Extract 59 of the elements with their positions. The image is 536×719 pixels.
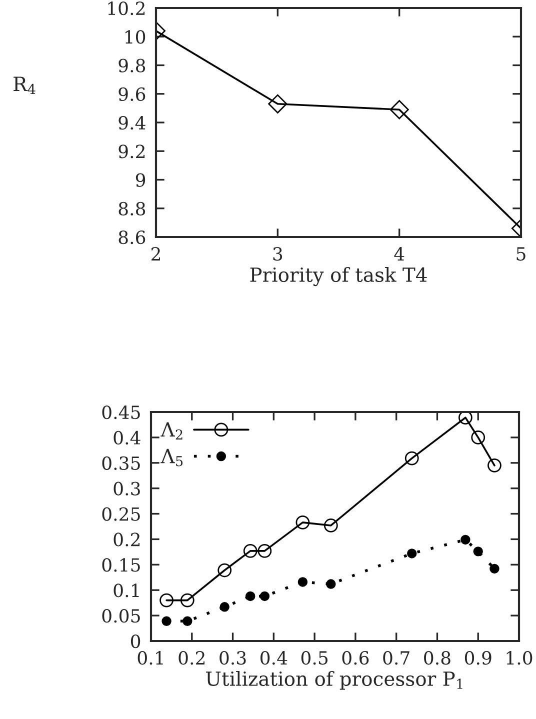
point (260, 591, 270, 602)
point (326, 579, 336, 589)
point (298, 577, 308, 587)
point (258, 544, 272, 558)
point (488, 458, 502, 472)
point (160, 593, 174, 608)
point (324, 518, 338, 532)
x-tick-label: 0.9 (464, 651, 492, 665)
point (473, 546, 483, 556)
point (220, 602, 230, 612)
y-axis-title: R$_{4}$ (14, 76, 36, 94)
point (404, 451, 419, 466)
x-axis-title: Utilization of processor P$_{1}$ (206, 670, 462, 690)
point (246, 591, 256, 602)
point (471, 430, 486, 444)
y-tick-label: 8.8 (118, 202, 146, 216)
legend-label: Λ$_{5}$ (160, 448, 183, 466)
y-tick-label: 9.8 (118, 58, 146, 72)
point (180, 593, 194, 608)
y-tick-label: 10.2 (108, 1, 145, 16)
point (218, 563, 232, 578)
y-tick-label: 0.15 (102, 558, 140, 572)
y-tick-label: 0.4 (114, 430, 140, 445)
point (490, 564, 500, 574)
x-tick-label: 0.6 (342, 651, 369, 665)
y-tick-label: 8.6 (118, 230, 146, 244)
y-tick-label: 0.45 (102, 405, 140, 420)
x-tick-label: 3 (273, 247, 282, 261)
y-tick-label: 0.1 (114, 584, 139, 598)
y-tick-label: 10 (126, 30, 146, 44)
x-tick-label: 0.3 (220, 651, 246, 665)
y-tick-label: 9.6 (118, 87, 146, 101)
x-tick-label: 0.4 (260, 651, 288, 665)
point (407, 548, 417, 558)
point (296, 515, 310, 530)
x-tick-label: 1.0 (506, 651, 532, 665)
y-tick-label: 0.05 (102, 609, 140, 623)
y-tick-label: 0.25 (102, 507, 140, 521)
point (460, 534, 470, 545)
x-tick-label: 0.7 (383, 651, 410, 665)
x-tick-label: 4 (394, 247, 404, 260)
x-tick-label: 0.5 (301, 651, 328, 665)
x-tick-label: 5 (516, 247, 526, 261)
x-axis-title: Priority of task T4 (250, 266, 427, 286)
y-tick-label: 0.3 (114, 482, 140, 496)
y-tick-label: 9.2 (118, 144, 145, 158)
y-tick-label: 9.4 (118, 116, 146, 130)
x-tick-label: 0.8 (424, 651, 450, 665)
point (162, 616, 172, 626)
y-tick-label: 0.2 (114, 532, 140, 546)
point (243, 544, 258, 558)
x-tick-label: 2 (151, 247, 160, 260)
legend-label: Λ$_{2}$ (160, 422, 182, 440)
point (182, 616, 192, 626)
y-tick-label: 0 (130, 634, 140, 648)
y-tick-label: 0.35 (102, 456, 140, 470)
y-tick-label: 9 (136, 173, 146, 187)
point (458, 412, 472, 425)
x-tick-label: 0.2 (178, 651, 204, 665)
